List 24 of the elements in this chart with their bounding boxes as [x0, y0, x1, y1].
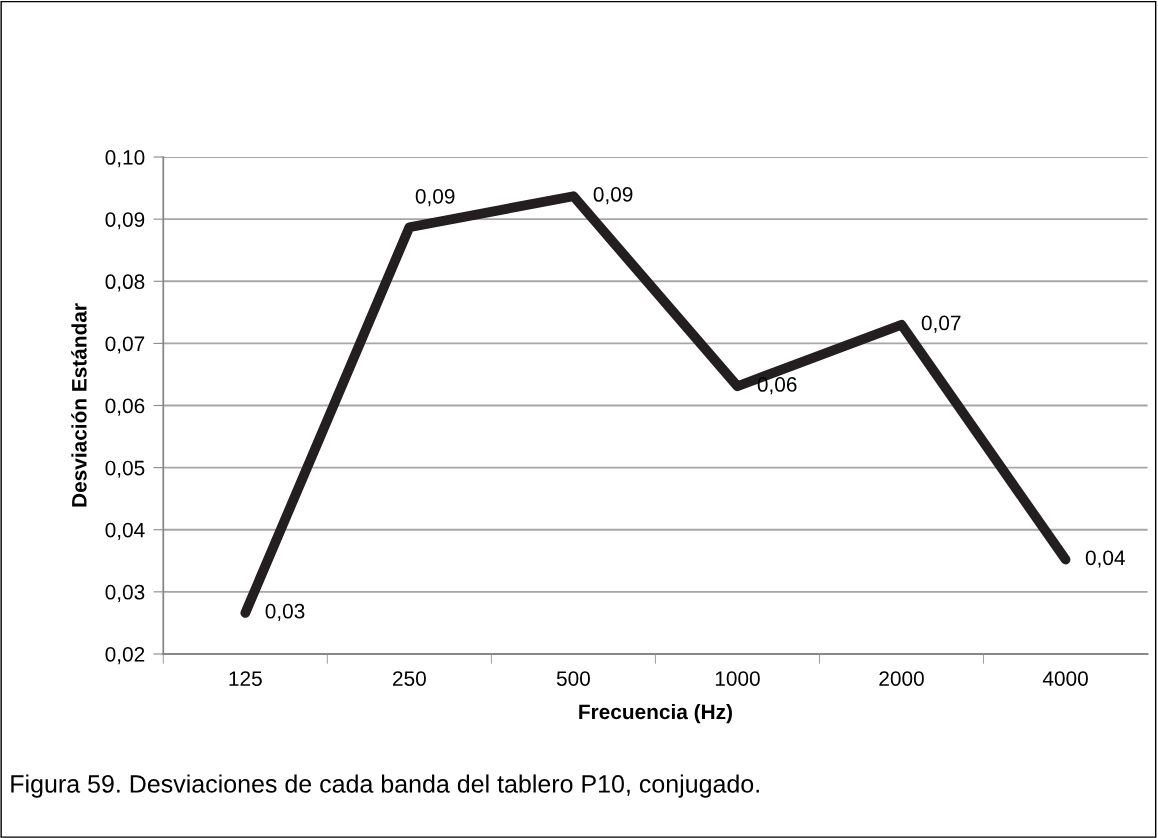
x-tick-label: 500 [556, 671, 590, 686]
x-axis-title: Frecuencia (Hz) [579, 703, 732, 724]
data-label: 0,07 [921, 315, 961, 333]
y-tick-label: 0,09 [105, 212, 145, 230]
y-tick-label: 0,02 [105, 646, 145, 665]
y-tick-label: 0,03 [105, 584, 145, 603]
data-label: 0,09 [593, 187, 633, 205]
data-label: 0,06 [757, 377, 797, 395]
text: Figura 59. Desviaciones de cada banda del tablero P10, conjugado. [11, 774, 759, 798]
x-tick-label: 1000 [715, 671, 760, 686]
data-label: 0,04 [1085, 550, 1125, 568]
y-tick-label: 0,06 [105, 398, 145, 416]
y-axis-title: Desviación Estándar [71, 303, 87, 507]
data-label: 0,03 [265, 603, 305, 622]
y-tick-label: 0,08 [105, 274, 145, 292]
y-tick-label: 0,04 [105, 522, 145, 540]
x-tick-label: 4000 [1042, 671, 1088, 686]
y-tick-label: 0,05 [105, 460, 145, 478]
data-label: 0,09 [415, 188, 455, 207]
x-tick-label: 250 [393, 671, 426, 686]
y-tick-label: 0,07 [105, 336, 145, 354]
y-tick-label: 0,10 [105, 150, 145, 168]
x-tick-label: 125 [229, 671, 262, 686]
x-tick-label: 2000 [879, 671, 924, 686]
